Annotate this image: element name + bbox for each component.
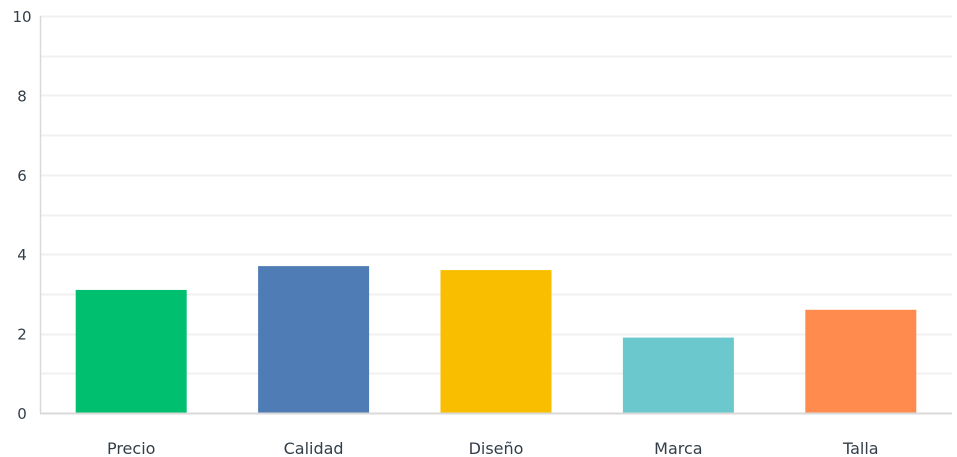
bar-precio (75, 289, 187, 413)
x-tick-label: Talla (842, 439, 879, 457)
bar-calidad (258, 266, 370, 413)
x-tick-label: Precio (107, 439, 155, 457)
x-tick-label: Calidad (284, 439, 344, 457)
y-tick-label: 0 (17, 405, 27, 423)
gridlines (40, 15, 952, 375)
y-tick-label: 8 (17, 87, 27, 105)
bars (75, 266, 917, 413)
bar-diseño (440, 270, 552, 413)
bar-talla (805, 309, 917, 413)
axes (39, 16, 952, 415)
bar-marca (622, 337, 734, 413)
y-tick-label: 4 (17, 246, 27, 264)
labels: 0 2 4 6 8 10 Precio Calidad Diseño Marca Talla (12, 8, 878, 457)
x-tick-label: Diseño (469, 439, 524, 457)
y-tick-label: 6 (17, 167, 27, 185)
x-tick-label: Marca (654, 439, 702, 457)
y-tick-label: 10 (12, 8, 31, 26)
y-tick-label: 2 (17, 326, 27, 344)
